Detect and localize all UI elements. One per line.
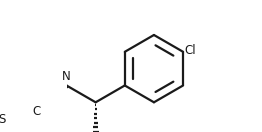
- Text: Cl: Cl: [185, 44, 196, 57]
- Text: C: C: [32, 105, 41, 118]
- Text: S: S: [0, 113, 6, 126]
- Text: N: N: [62, 70, 71, 83]
